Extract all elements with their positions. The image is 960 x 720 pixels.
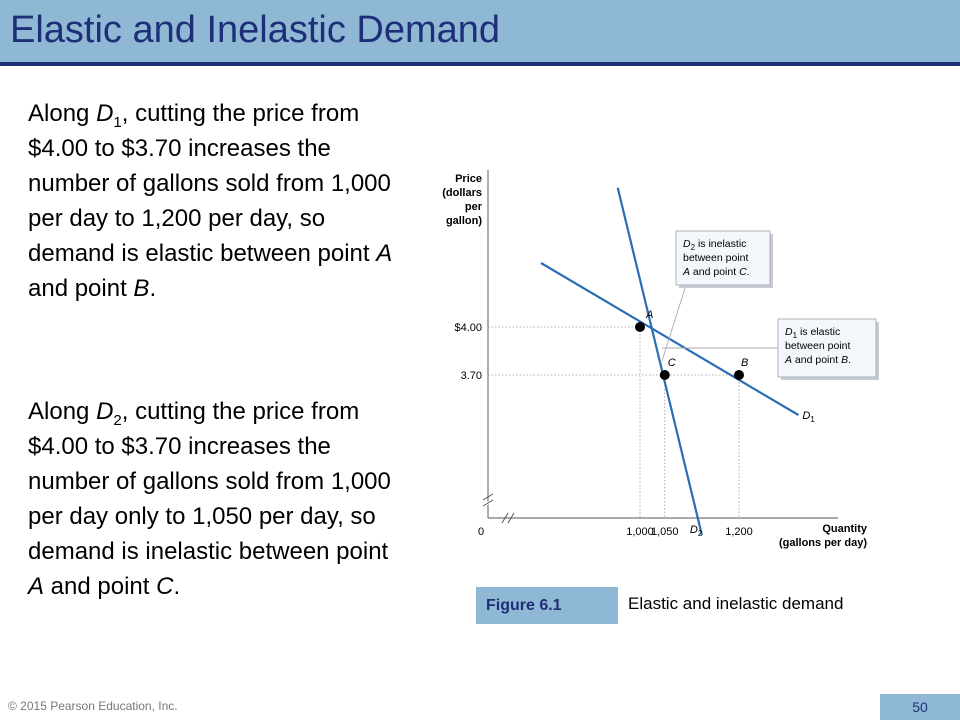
curve-label-d1: D1 — [802, 410, 815, 424]
callout-text: between point — [683, 252, 748, 264]
callout-text: A and point B. — [784, 354, 851, 366]
callout-box — [777, 318, 877, 378]
callout-leader — [661, 284, 687, 362]
point-label-c: C — [668, 357, 676, 369]
point-b — [734, 370, 744, 380]
y-axis-break-mark — [482, 493, 494, 501]
page-number: 50 — [880, 694, 960, 720]
y-axis-label: (dollars — [442, 187, 482, 199]
x-axis-break-mark — [507, 512, 515, 524]
y-tick-label: 3.70 — [461, 370, 482, 382]
figure-caption: Elastic and inelastic demand — [628, 594, 844, 613]
x-tick-label: 1,200 — [725, 526, 753, 538]
y-axis-label: per — [465, 201, 483, 213]
curve-label-d2: D2 — [690, 524, 703, 538]
paragraph-inelastic: Along D2, cutting the price from $4.00 t… — [28, 398, 391, 600]
point-a — [635, 322, 645, 332]
figure-label: Figure 6.1 — [476, 587, 618, 624]
demand-curve-d1 — [540, 262, 799, 416]
callout-text: D1 is elastic — [785, 326, 840, 340]
title-bar — [0, 0, 960, 62]
callout-box — [675, 230, 771, 286]
paragraph-elastic: Along D1, cutting the price from $4.00 t… — [28, 100, 393, 302]
title-divider — [0, 62, 960, 66]
x-axis-break-mark — [501, 512, 509, 524]
slide-title: Elastic and Inelastic Demand — [10, 9, 501, 51]
callout-text: A and point C. — [682, 266, 750, 278]
copyright-notice: © 2015 Pearson Education, Inc. — [8, 699, 178, 713]
x-axis-label: Quantity — [822, 523, 867, 535]
point-c — [659, 370, 670, 380]
point-label-b: B — [741, 357, 748, 369]
x-axis-label: (gallons per day) — [779, 537, 867, 549]
y-axis-label: Price — [455, 173, 482, 185]
x-tick-label: 1,000 — [626, 526, 654, 538]
y-axis-label: gallon) — [446, 215, 482, 227]
point-label-a: A — [645, 309, 653, 321]
callout-text: between point — [785, 340, 850, 352]
origin-label: 0 — [478, 526, 484, 538]
demand-chart: Price (dollars per gallon) Quantity (gallons … — [442, 170, 879, 549]
demand-curve-d2 — [616, 187, 703, 536]
y-tick-label: $4.00 — [454, 322, 482, 334]
y-axis-break-mark — [482, 499, 494, 507]
callout-text: D2 is inelastic — [683, 238, 746, 252]
x-tick-label: 1,050 — [651, 526, 679, 538]
